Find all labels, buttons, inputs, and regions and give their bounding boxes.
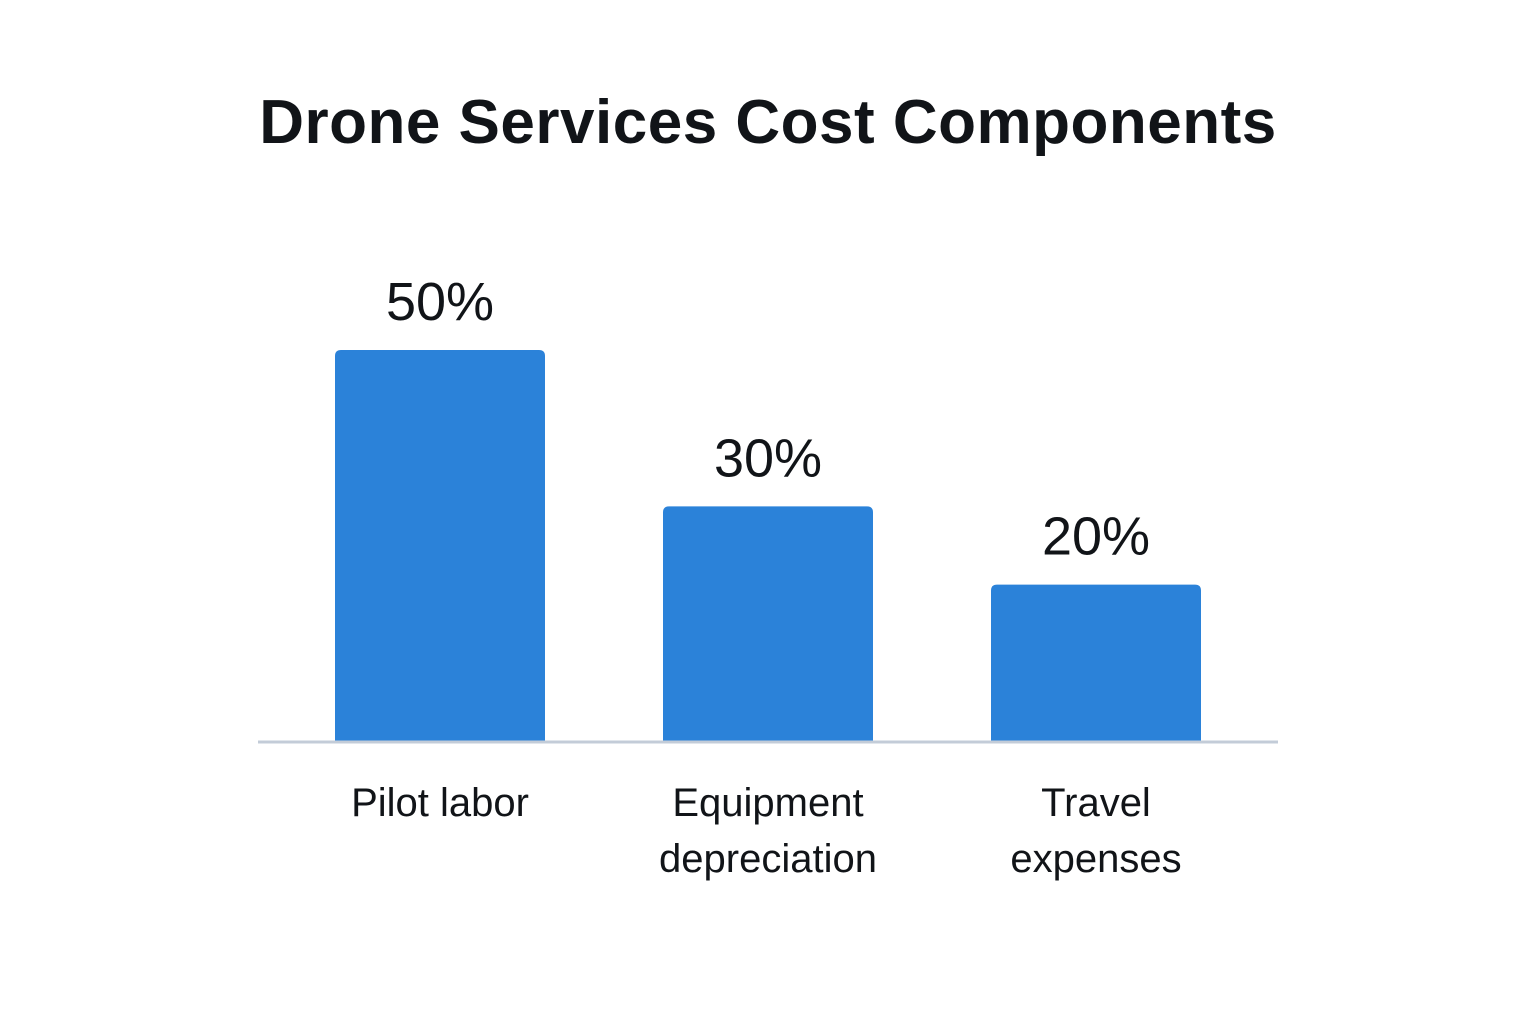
chart-title: Drone Services Cost Components [259,88,1277,157]
bars-group [335,350,1201,741]
category-label-0: Pilot labor [351,781,529,825]
category-labels-group: Pilot labor Equipment depreciation Travel ex… [351,781,1182,881]
value-label-2: 20% [1042,507,1150,567]
bar-2 [991,584,1201,741]
category-label-0-line-0: Pilot labor [351,781,529,825]
category-label-1-line-1: depreciation [659,837,877,881]
category-label-1-line-0: Equipment [672,781,863,825]
value-label-1: 30% [714,428,822,488]
value-labels-group: 50% 30% 20% [386,272,1150,567]
category-label-1: Equipment depreciation [659,781,877,881]
bar-0 [335,350,545,741]
value-label-0: 50% [386,272,494,332]
bar-1 [663,506,873,741]
category-label-2: Travel expenses [1010,781,1181,881]
category-label-2-line-1: expenses [1010,837,1181,881]
category-label-2-line-0: Travel [1041,781,1151,825]
